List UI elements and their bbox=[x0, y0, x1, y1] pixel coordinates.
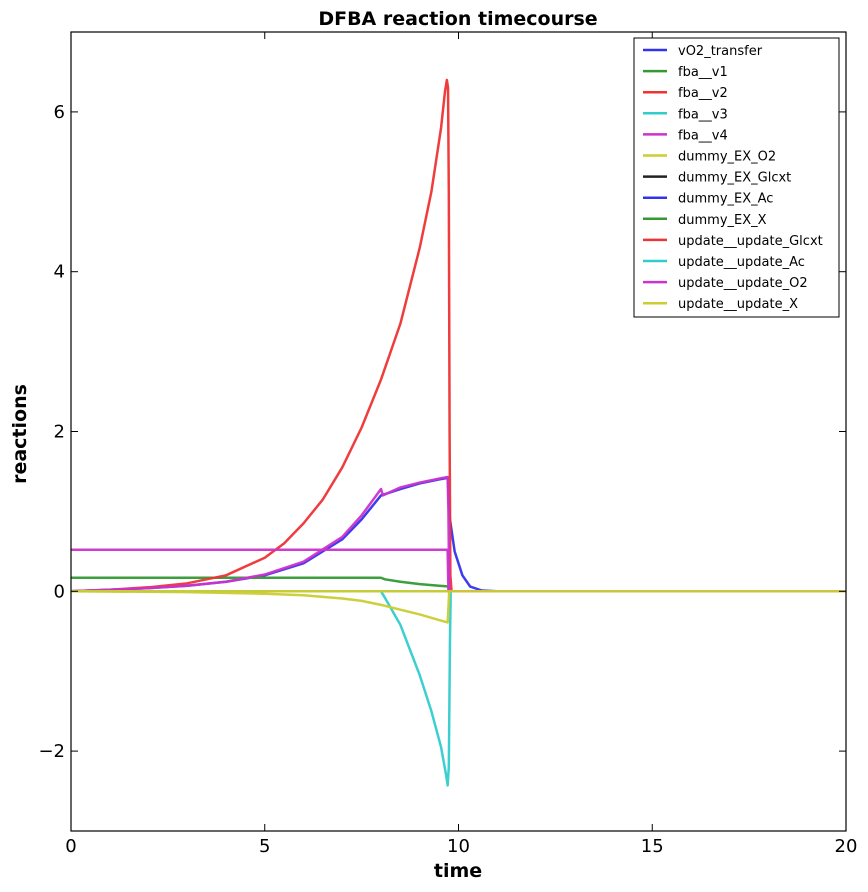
legend-label: fba__v4 bbox=[678, 128, 728, 143]
legend-box bbox=[633, 37, 840, 318]
y-tick-label: 4 bbox=[54, 262, 65, 283]
legend-label: update__update_Ac bbox=[678, 255, 805, 270]
legend-label: dummy_EX_X bbox=[678, 213, 767, 228]
legend-label: dummy_EX_Ac bbox=[678, 192, 773, 207]
legend-label: update__update_Glcxt bbox=[678, 234, 823, 249]
legend-label: fba__v3 bbox=[678, 107, 728, 122]
x-axis-label: time bbox=[434, 860, 482, 882]
legend-label: vO2_transfer bbox=[678, 44, 763, 59]
y-axis-label: reactions bbox=[9, 384, 31, 484]
legend-label: update__update_X bbox=[678, 297, 798, 312]
x-tick-label: 15 bbox=[641, 836, 664, 857]
series-line-fba-v3 bbox=[71, 590, 846, 787]
y-tick-label: −2 bbox=[38, 741, 65, 762]
y-tick-label: 0 bbox=[54, 581, 65, 602]
x-tick-label: 10 bbox=[447, 836, 470, 857]
series-line-dummy-ex-o2 bbox=[71, 590, 846, 624]
legend-label: dummy_EX_O2 bbox=[678, 150, 776, 165]
y-tick-label: 6 bbox=[54, 102, 65, 123]
y-axis: −2 0 2 4 6 bbox=[38, 102, 846, 762]
legend-label: update__update_O2 bbox=[678, 276, 808, 291]
series-line-fba-v4 bbox=[71, 475, 846, 593]
legend-label: fba__v1 bbox=[678, 65, 728, 80]
series-layer bbox=[71, 78, 846, 787]
series-line-fba-v2 bbox=[71, 78, 846, 593]
x-tick-label: 5 bbox=[259, 836, 270, 857]
legend-items: vO2_transfer fba__v1 fba__v2 fba__v3 fba__v4… bbox=[643, 44, 823, 312]
legend-label: dummy_EX_Glcxt bbox=[678, 171, 791, 186]
legend: vO2_transfer fba__v1 fba__v2 fba__v3 fba__v4… bbox=[633, 37, 840, 318]
x-axis: 0 5 10 15 20 bbox=[65, 32, 857, 857]
legend-label: fba__v2 bbox=[678, 86, 728, 101]
x-tick-label: 20 bbox=[835, 836, 858, 857]
chart-title: DFBA reaction timecourse bbox=[318, 8, 597, 30]
x-tick-label: 0 bbox=[65, 836, 76, 857]
y-tick-label: 2 bbox=[54, 422, 65, 443]
